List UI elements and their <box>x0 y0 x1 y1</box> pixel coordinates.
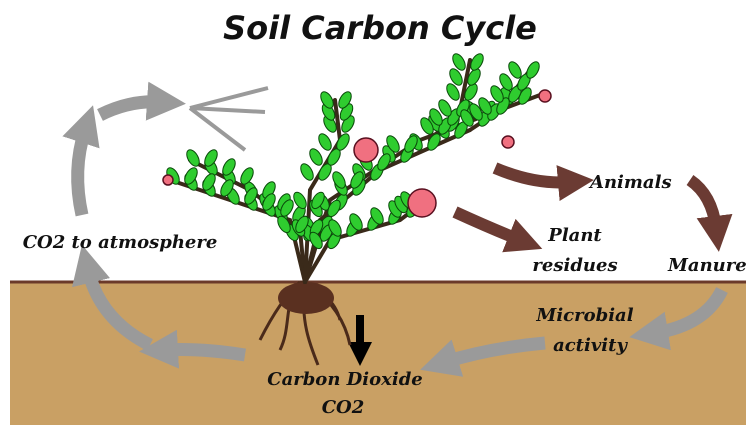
title: Soil Carbon Cycle <box>223 9 537 47</box>
leaf <box>307 147 325 168</box>
rose <box>502 136 514 148</box>
rose <box>354 138 378 162</box>
label-manure: Manure <box>667 255 746 276</box>
rose <box>408 189 436 217</box>
label-plant: Plant <box>547 225 602 246</box>
label-residues: residues <box>532 255 617 276</box>
leaf <box>291 190 309 211</box>
rose <box>539 90 551 102</box>
rose <box>163 175 173 185</box>
leaf <box>316 132 334 153</box>
diagram: Soil Carbon Cycle Animals Plant residues… <box>0 0 746 425</box>
label-co2-atmosphere: CO2 to atmosphere <box>23 232 218 253</box>
soil <box>10 282 746 425</box>
leaf <box>298 162 316 183</box>
label-animals: Animals <box>588 172 672 193</box>
label-activity: activity <box>553 335 628 356</box>
label-carbon-dioxide: Carbon Dioxide <box>267 369 422 390</box>
label-co2: CO2 <box>322 397 365 418</box>
label-microbial: Microbial <box>535 305 633 326</box>
